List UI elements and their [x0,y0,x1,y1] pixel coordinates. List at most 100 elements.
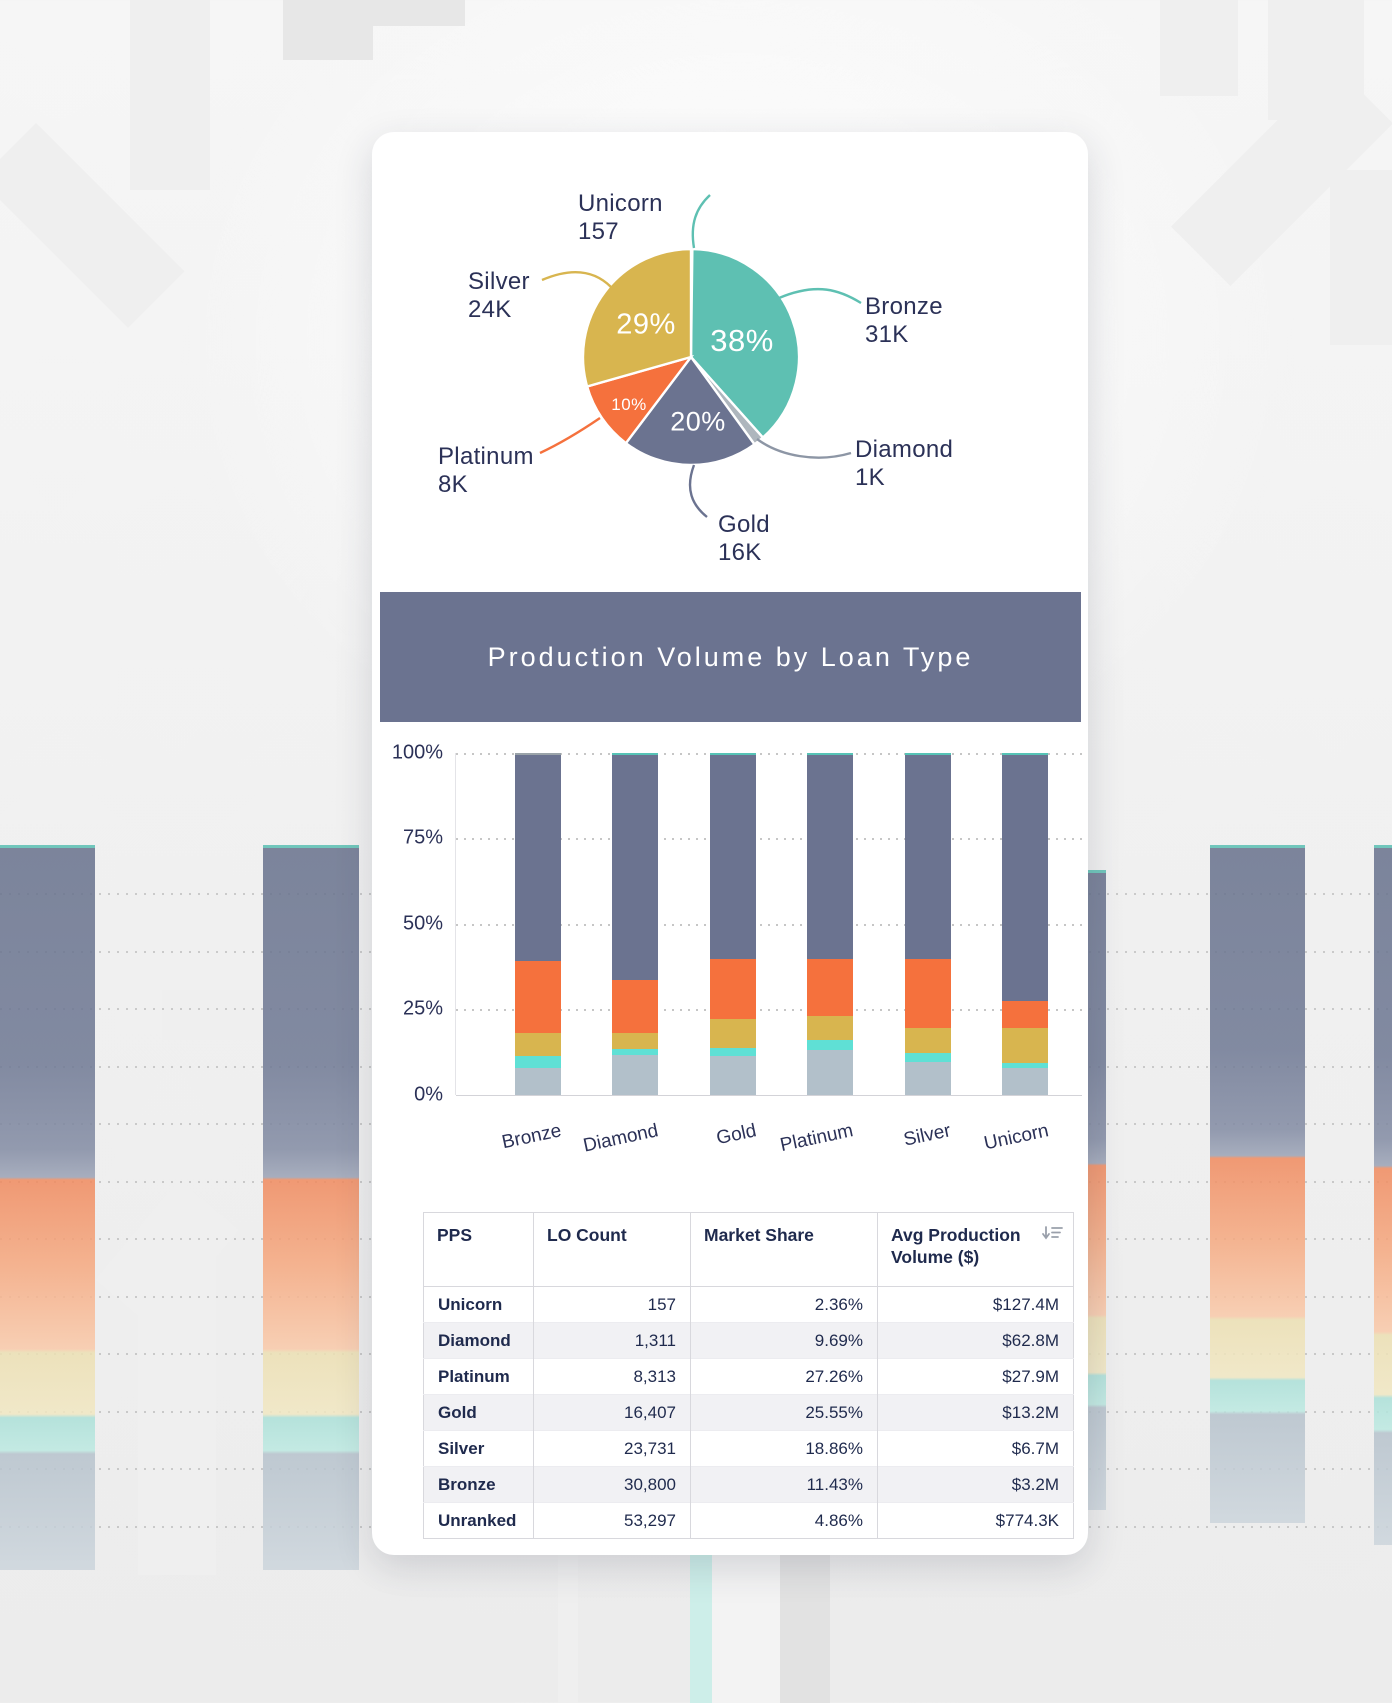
market-share-cell: 25.55% [690,1394,878,1431]
bar-segment-segment-gold[interactable] [807,1015,853,1041]
gridline [456,838,1082,840]
bar-segment-segment-gold[interactable] [905,1027,951,1053]
bar-segment-segment-teal-cap[interactable] [1002,753,1048,755]
avg-volume-cell: $6.7M [877,1430,1074,1467]
lo-count-cell: 23,731 [533,1430,691,1467]
bar-segment-segment-gray[interactable] [515,1067,561,1095]
lo-count-cell: 8,313 [533,1358,691,1395]
table-header-market-share[interactable]: Market Share [690,1212,878,1287]
background-glyph [283,0,465,26]
bar-segment-segment-slate[interactable] [807,754,853,960]
bar-segment-segment-gray[interactable] [710,1055,756,1095]
bar-segment-segment-slate[interactable] [1002,754,1048,1002]
bar-segment-segment-slate[interactable] [710,754,756,960]
pie-label-diamond: Diamond 1K [855,436,954,492]
bar-segment-segment-gold[interactable] [1002,1027,1048,1063]
y-axis-tick: 75% [402,826,443,849]
background-bar-decoration [1086,870,1106,1510]
x-axis-line [456,1095,1082,1096]
table-row-bronze: Bronze 30,800 11.43% $3.2M [423,1466,1074,1503]
y-axis-tick: 100% [391,741,443,764]
avg-volume-cell: $774.3K [877,1502,1074,1539]
pie-label-platinum: Platinum 8K [438,443,534,499]
pie-slice-platinum[interactable] [585,354,695,445]
bar-segment-segment-teal-cap[interactable] [710,753,756,755]
bar-segment-segment-gold[interactable] [612,1033,658,1049]
pie-slice-gold[interactable] [624,354,757,467]
pie-chart-section: Unicorn 157 Bronze 31K 38% Diamond 1K Gold 16K 20… [372,132,1088,602]
bar-segment-segment-slate[interactable] [612,754,658,981]
bar-segment-segment-cyan[interactable] [905,1052,951,1062]
avg-volume-cell: $27.9M [877,1358,1074,1395]
bar-segment-segment-gray[interactable] [807,1049,853,1095]
bar-segment-segment-teal-cap[interactable] [905,753,951,755]
pps-cell: Silver [423,1430,534,1467]
bar-segment-segment-gray[interactable] [905,1061,951,1095]
pps-table: PPS LO Count Market Share Avg Production Vo… [423,1212,1074,1539]
bar-segment-segment-teal-cap[interactable] [807,753,853,755]
bar-segment-segment-cyan[interactable] [1002,1062,1048,1068]
bar-segment-segment-gray[interactable] [612,1054,658,1095]
bar-segment-segment-teal-cap[interactable] [612,753,658,755]
pie-slice-bronze[interactable] [689,247,801,440]
background-glyph [690,1555,830,1703]
gridline [456,1009,1082,1011]
bar-segment-segment-teal-cap[interactable] [515,753,561,756]
table-row-platinum: Platinum 8,313 27.26% $27.9M [423,1358,1074,1395]
bar-segment-segment-cyan[interactable] [612,1048,658,1055]
bar-segment-segment-gold[interactable] [710,1018,756,1049]
market-share-cell: 9.69% [690,1322,878,1359]
background-glyph [1160,0,1238,96]
table-header-pps[interactable]: PPS [423,1212,534,1287]
bar-segment-segment-gold[interactable] [515,1032,561,1057]
y-axis-tick: 25% [402,997,443,1020]
pie-callout-line-platinum [539,417,601,455]
y-axis-tick: 50% [402,912,443,935]
bar-segment-segment-slate[interactable] [905,754,951,960]
background-glyph [95,1180,239,1330]
bar-silver[interactable] [905,753,951,1095]
market-share-cell: 11.43% [690,1466,878,1503]
background-bar-decoration [1210,845,1305,1523]
bar-segment-segment-orange[interactable] [515,961,561,1033]
pie-label-unicorn: Unicorn 157 [578,190,663,246]
bar-segment-segment-gray[interactable] [1002,1067,1048,1095]
background-bar-decoration [263,845,359,1570]
bar-segment-segment-orange[interactable] [612,980,658,1034]
bar-segment-segment-orange[interactable] [710,959,756,1019]
pps-cell: Diamond [423,1322,534,1359]
bar-segment-segment-cyan[interactable] [710,1048,756,1056]
market-share-cell: 27.26% [690,1358,878,1395]
sort-descending-icon[interactable] [1041,1225,1063,1241]
bar-platinum[interactable] [807,753,853,1095]
pie-label-silver: Silver 24K [468,268,530,324]
pie-label-gold: Gold 16K [718,511,770,567]
pps-cell: Platinum [423,1358,534,1395]
table-row-unicorn: Unicorn 157 2.36% $127.4M [424,1286,1074,1323]
y-axis-tick: 0% [414,1083,443,1106]
table-header-avg-production-volume-[interactable]: Avg Production Volume ($) [877,1212,1074,1287]
gridline [456,753,1082,755]
pps-cell: Unicorn [438,1294,503,1314]
bar-unicorn[interactable] [1002,753,1048,1095]
pie-callout-line-bronze [778,287,862,305]
bar-segment-segment-slate[interactable] [515,755,561,962]
table-row-gold: Gold 16,407 25.55% $13.2M [423,1394,1074,1431]
bar-segment-segment-orange[interactable] [1002,1001,1048,1028]
pps-table-header: PPS LO Count Market Share Avg Production Vo… [423,1212,1074,1287]
table-header-lo-count[interactable]: LO Count [533,1212,691,1287]
bar-segment-segment-cyan[interactable] [515,1056,561,1068]
bar-gold[interactable] [710,753,756,1095]
dashboard-card: Unicorn 157 Bronze 31K 38% Diamond 1K Gold 16K 20… [372,132,1088,1555]
pie-slice-silver[interactable] [581,247,693,388]
bar-segment-segment-orange[interactable] [905,959,951,1028]
bar-segment-segment-cyan[interactable] [807,1040,853,1050]
lo-count-cell: 157 [533,1286,691,1323]
pie-chart [539,194,862,518]
pps-table-body: Unicorn 157 2.36% $127.4M Diamond 1,311 9.69% $… [423,1286,1074,1539]
bar-segment-segment-orange[interactable] [807,959,853,1016]
pie-callout-line-gold [688,464,708,518]
bar-diamond[interactable] [612,753,658,1095]
bar-bronze[interactable] [515,753,561,1095]
